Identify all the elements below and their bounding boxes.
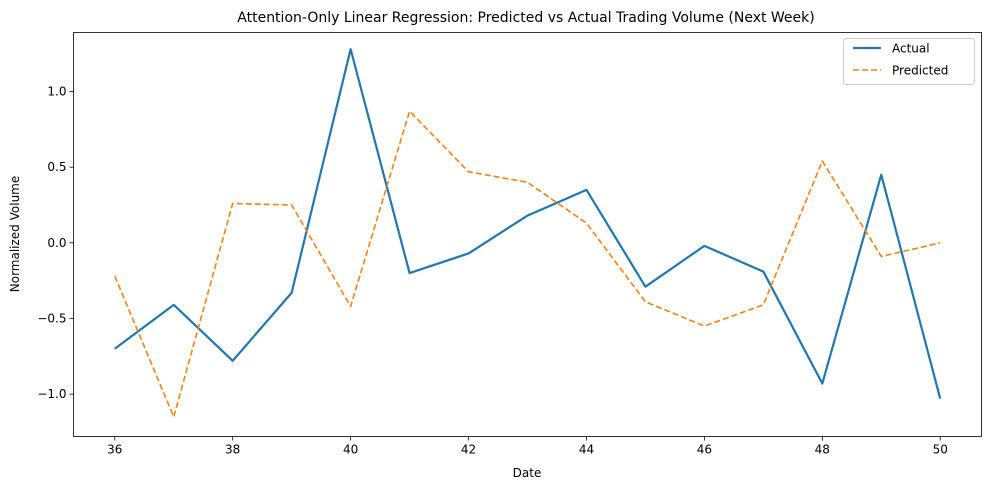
axes-frame: [73, 32, 982, 437]
x-tick-label: 40: [343, 443, 358, 457]
legend-label-actual: Actual: [892, 42, 930, 56]
series-line-actual: [114, 48, 942, 399]
y-tick-label: 0.5: [47, 160, 66, 174]
x-axis-ticks: 36 38 40 42 44 46 48 50: [107, 436, 948, 457]
plot-area: 36 38 40 42 44 46 48 50 −1.0 −0.5 0.0 0.5 1.0: [37, 32, 982, 457]
x-tick-label: 38: [225, 443, 240, 457]
x-tick-label: 42: [461, 443, 476, 457]
y-tick-label: 1.0: [47, 85, 66, 99]
y-tick-label: −0.5: [37, 311, 66, 325]
x-axis-title: Date: [513, 466, 542, 480]
x-tick-label: 48: [815, 443, 830, 457]
y-axis-ticks: −1.0 −0.5 0.0 0.5 1.0: [37, 85, 74, 401]
y-tick-label: 0.0: [47, 236, 66, 250]
series-line-predicted: [114, 110, 941, 418]
y-axis-title: Normalized Volume: [8, 176, 22, 293]
y-tick-label: −1.0: [37, 387, 66, 401]
x-tick-label: 46: [697, 443, 712, 457]
series-layer: [114, 48, 942, 418]
x-tick-label: 36: [107, 443, 122, 457]
legend-box: [843, 38, 975, 85]
x-tick-label: 44: [579, 443, 594, 457]
legend-label-predicted: Predicted: [892, 64, 948, 78]
x-tick-label: 50: [933, 443, 948, 457]
legend: Actual Predicted: [843, 38, 975, 85]
chart-title: Attention-Only Linear Regression: Predic…: [237, 10, 814, 26]
